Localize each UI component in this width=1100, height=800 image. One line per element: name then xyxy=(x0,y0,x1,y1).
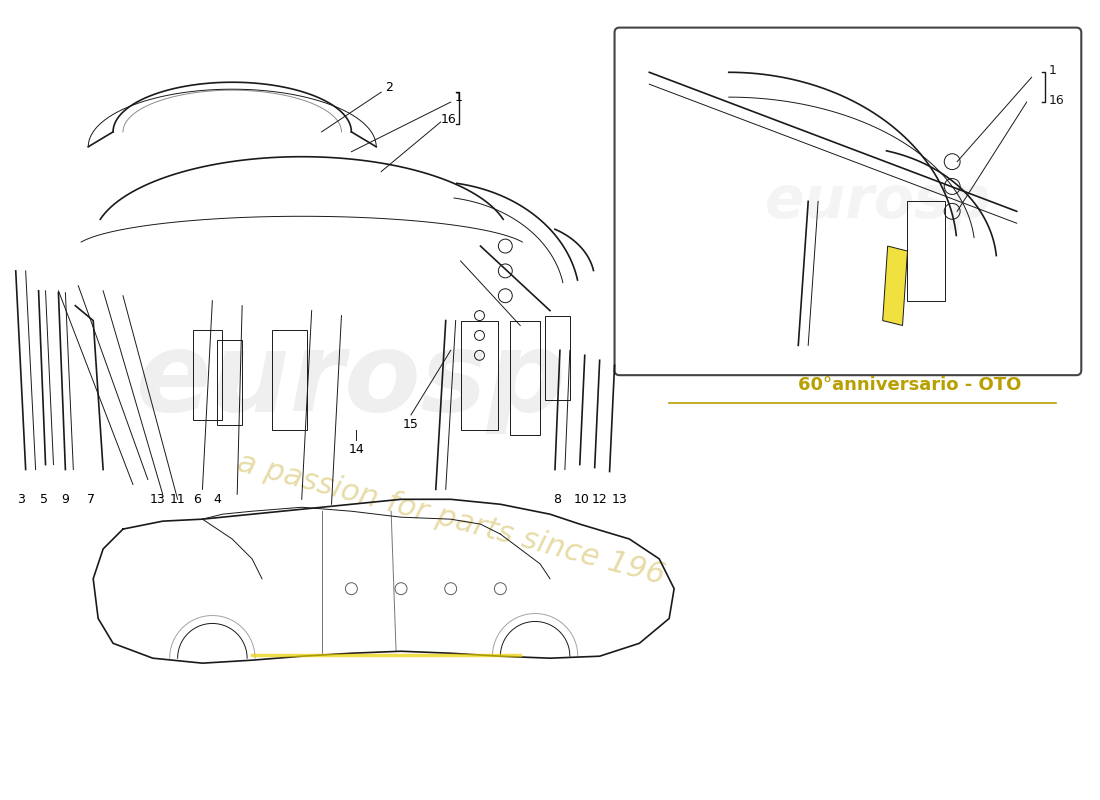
Text: 12: 12 xyxy=(592,493,607,506)
Text: 9: 9 xyxy=(62,493,69,506)
Text: 6: 6 xyxy=(194,493,201,506)
Text: 14: 14 xyxy=(349,443,364,456)
Text: eurosp: eurosp xyxy=(135,326,566,434)
Text: 1: 1 xyxy=(454,90,463,104)
Text: 13: 13 xyxy=(150,493,166,506)
Text: 11: 11 xyxy=(169,493,186,506)
Text: 7: 7 xyxy=(87,493,96,506)
Text: eurosp: eurosp xyxy=(764,173,991,230)
Text: 3: 3 xyxy=(16,493,24,506)
FancyBboxPatch shape xyxy=(615,28,1081,375)
Text: a passion for parts since 196: a passion for parts since 196 xyxy=(233,448,668,590)
Text: 16: 16 xyxy=(441,114,456,126)
Polygon shape xyxy=(882,246,908,326)
Text: 1: 1 xyxy=(1048,64,1056,77)
Text: 5: 5 xyxy=(40,493,47,506)
Text: 10: 10 xyxy=(574,493,590,506)
Text: 16: 16 xyxy=(1048,94,1065,106)
Text: 8: 8 xyxy=(553,493,561,506)
Text: 15: 15 xyxy=(403,418,419,431)
Text: 4: 4 xyxy=(213,493,221,506)
Text: 2: 2 xyxy=(385,81,393,94)
Text: 60°anniversario - OTO: 60°anniversario - OTO xyxy=(799,376,1022,394)
Text: 13: 13 xyxy=(612,493,627,506)
